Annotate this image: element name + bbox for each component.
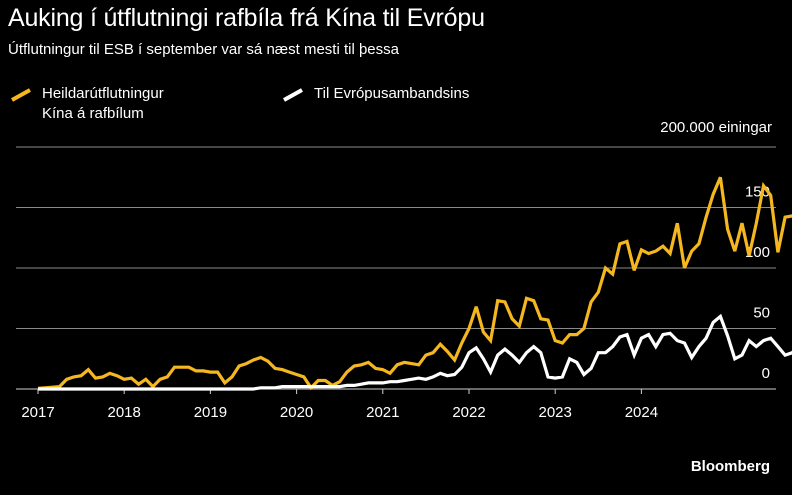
series-lines <box>37 176 792 391</box>
x-tick-label: 2022 <box>452 404 485 421</box>
y-tick-label: 0 <box>762 365 770 382</box>
legend-label-total: Heildarútflutningur Kína á rafbílum <box>42 85 164 122</box>
legend-swatch-eu <box>283 88 303 102</box>
chart-subtitle: Útflutningur til ESB í september var sá … <box>8 41 399 58</box>
chart-title: Auking í útflutningi rafbíla frá Kína ti… <box>8 4 485 32</box>
x-tick-label: 2019 <box>194 404 227 421</box>
x-tick-label: 2017 <box>21 404 54 421</box>
x-tick-label: 2023 <box>539 404 572 421</box>
bloomberg-logo: Bloomberg <box>690 458 770 475</box>
x-tick-labels: 2017 2018 2019 2020 2021 2022 2023 2024 <box>21 389 658 421</box>
grid-lines <box>16 146 776 390</box>
x-tick-label: 2024 <box>625 404 658 421</box>
legend-swatch-total <box>11 88 31 102</box>
x-tick-label: 2018 <box>108 404 141 421</box>
x-tick-label: 2021 <box>366 404 399 421</box>
y-axis-unit-label: 200.000 einingar <box>660 119 772 136</box>
legend-label-eu: Til Evrópusambandsins <box>314 85 470 102</box>
series-line-total <box>37 176 792 391</box>
x-tick-label: 2020 <box>280 404 313 421</box>
y-tick-label: 50 <box>753 305 770 322</box>
series-line-eu <box>38 313 792 391</box>
